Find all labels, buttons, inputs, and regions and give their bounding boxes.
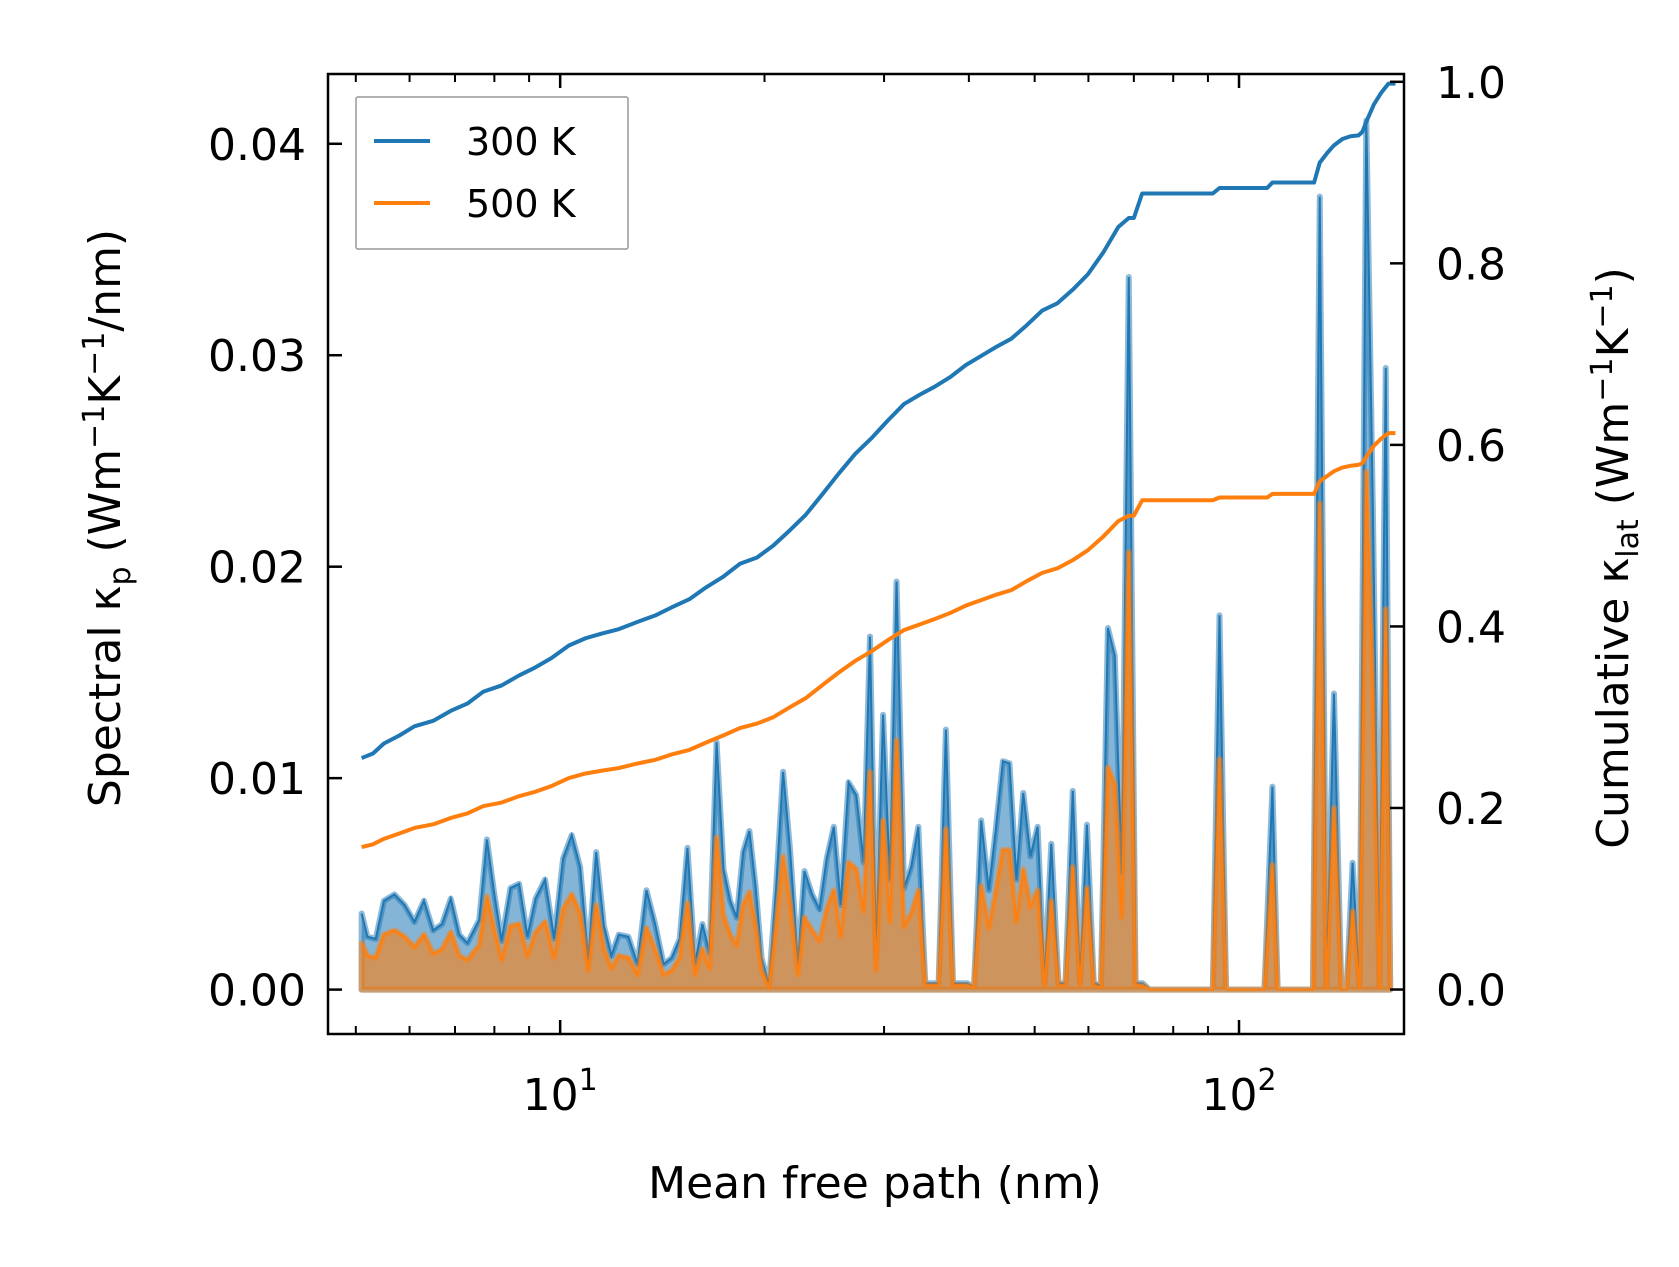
y-right-label-mid: K (1588, 327, 1639, 357)
cumulative-line-300k (360, 81, 1396, 760)
y-right-label-prefix: Cumulative κ (1588, 558, 1639, 849)
y-left-label-sub: p (103, 566, 138, 585)
y-left-label-open: (Wm (80, 449, 131, 567)
y-left-tick-label: 0.02 (208, 543, 306, 594)
spectral-layer (358, 117, 1394, 993)
y-axis-right-label: Cumulative κlat (Wm−1K−1) (1585, 267, 1646, 849)
x-axis-label: Mean free path (nm) (648, 1158, 1102, 1209)
y-left-tick-label: 0.04 (208, 120, 306, 171)
y-left-label-sup1: −1 (77, 405, 112, 449)
y-left-label-mid: K (80, 375, 131, 405)
y-right-tick-label: 1.0 (1436, 58, 1506, 109)
x-tick-label: 102 (1201, 1063, 1276, 1121)
legend-frame (355, 96, 629, 250)
y-right-tick-label: 0.4 (1436, 602, 1506, 653)
x-tick-label-exp: 2 (1257, 1063, 1276, 1098)
y-right-label-open: (Wm (1588, 402, 1639, 520)
x-tick-label-exp: 1 (579, 1063, 598, 1098)
y-left-tick-label: 0.03 (208, 331, 306, 382)
y-right-label-sup2: −1 (1585, 284, 1620, 328)
y-right-tick-label: 0.0 (1436, 966, 1506, 1017)
y-right-tick-label: 0.8 (1436, 239, 1506, 290)
y-axis-left-label: Spectral κp (Wm−1K−1/nm) (77, 229, 138, 807)
spectral-line-500k (360, 471, 1392, 992)
y-right-label-sub: lat (1611, 519, 1646, 558)
y-left-label-prefix: Spectral κ (80, 586, 131, 808)
y-left-label-sup2: −1 (77, 332, 112, 376)
y-right-tick-label: 0.2 (1436, 784, 1506, 835)
y-left-tick-label: 0.00 (208, 966, 306, 1017)
plot-frame (326, 72, 1406, 1036)
y-left-tick-label: 0.01 (208, 754, 306, 805)
x-tick-label: 101 (523, 1063, 598, 1121)
cumulative-layer (360, 81, 1396, 849)
cumulative-line-500k (361, 431, 1396, 849)
y-left-label-close: /nm) (80, 229, 131, 332)
axes-layer: 101 1020.000.010.020.030.040.00.20.40.60.… (208, 58, 1506, 1121)
y-right-label-sup1: −1 (1585, 357, 1620, 401)
x-tick-label-base: 10 (1201, 1070, 1257, 1121)
x-tick-label-base: 10 (523, 1070, 579, 1121)
legend-label-500k: 500 K (466, 182, 577, 226)
y-right-tick-label: 0.6 (1436, 421, 1506, 472)
legend: 300 K 500 K (355, 96, 629, 250)
legend-label-300k: 300 K (466, 120, 577, 164)
y-right-label-close: ) (1588, 267, 1639, 284)
